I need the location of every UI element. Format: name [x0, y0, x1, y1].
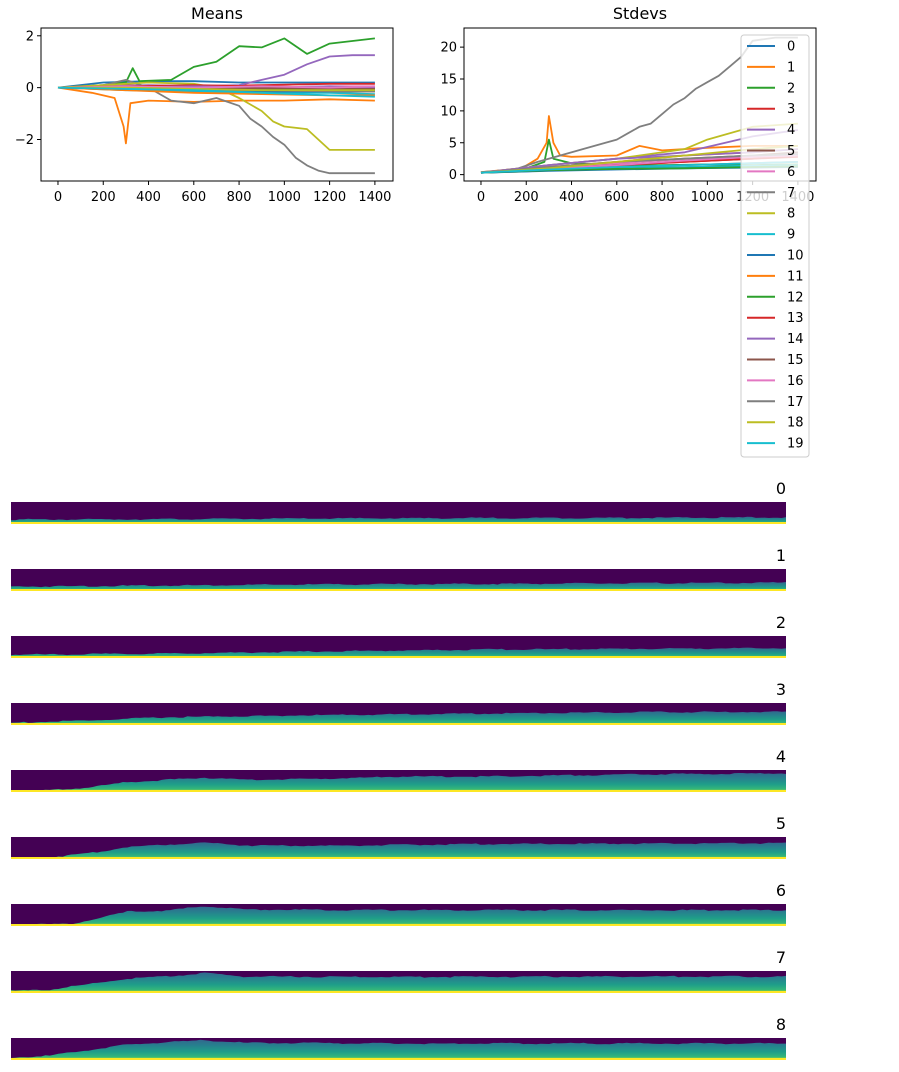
heatmap-panel-7: 7	[11, 948, 786, 993]
means-xtick-label: 400	[136, 190, 161, 205]
stdevs-ytick-label: 0	[449, 168, 457, 183]
heatmap-title: 0	[776, 479, 786, 498]
legend-label-5: 5	[787, 144, 795, 159]
stdevs-chart: Stdevs 020040060080010001200140005101520	[440, 4, 817, 205]
legend-label-18: 18	[787, 416, 804, 431]
legend-label-11: 11	[787, 269, 804, 284]
heatmap-profile	[11, 842, 786, 859]
legend-frame	[740, 34, 810, 458]
heatmap-profile	[11, 906, 786, 926]
stdevs-xtick-label: 800	[650, 190, 675, 205]
legend-label-12: 12	[787, 290, 804, 305]
heatmap-panel-8: 8	[11, 1015, 786, 1060]
heatmap-title: 5	[776, 814, 786, 833]
legend-label-10: 10	[787, 249, 804, 264]
heatmap-profile	[11, 773, 786, 792]
heatmap-title: 2	[776, 613, 786, 632]
heatmap-baseline	[11, 1058, 786, 1060]
means-series-0	[57, 80, 375, 89]
stdevs-ytick-label: 10	[440, 104, 457, 119]
heatmap-baseline	[11, 589, 786, 591]
heatmap-profile	[11, 1039, 786, 1060]
legend-label-17: 17	[787, 395, 804, 410]
heatmap-profile	[11, 972, 786, 993]
heatmap-title: 1	[776, 546, 786, 565]
means-xtick-label: 0	[54, 190, 62, 205]
means-ytick-label: 0	[26, 81, 34, 96]
legend-label-0: 0	[787, 40, 795, 55]
heatmap-panel-5: 5	[11, 814, 786, 859]
heatmap-baseline	[11, 924, 786, 926]
legend-label-9: 9	[787, 228, 795, 243]
means-series-18	[58, 86, 375, 92]
heatmap-profile	[11, 711, 786, 725]
means-xtick-label: 800	[227, 190, 252, 205]
heatmap-panel-4: 4	[11, 747, 786, 792]
stdevs-xtick-label: 1000	[691, 190, 724, 205]
means-axes-frame	[40, 27, 394, 182]
stdevs-xtick-label: 600	[604, 190, 629, 205]
means-series-2	[57, 37, 376, 89]
stdevs-ytick-label: 20	[440, 41, 457, 56]
legend-label-6: 6	[787, 165, 795, 180]
heatmap-panel-2: 2	[11, 613, 786, 658]
legend-label-2: 2	[787, 81, 795, 96]
heatmap-title: 8	[776, 1015, 786, 1034]
means-chart: Means 0 200 400 600 800 1000 1200 1400 −2 0 2	[15, 4, 394, 205]
heatmap-panel-3: 3	[11, 680, 786, 725]
means-ticks: 0 200 400 600 800 1000 1200 1400 −2 0 2	[15, 29, 392, 205]
means-series-group	[57, 37, 376, 175]
means-xtick-label: 1000	[268, 190, 301, 205]
means-series-1	[57, 86, 375, 145]
means-ytick-label: −2	[15, 133, 34, 148]
heatmap-title: 4	[776, 747, 786, 766]
stdevs-axes-frame	[463, 27, 817, 182]
stdevs-xtick-label: 400	[559, 190, 584, 205]
stdevs-title: Stdevs	[613, 4, 667, 23]
heatmap-baseline	[11, 522, 786, 524]
legend-label-7: 7	[787, 186, 795, 201]
heatmap-baseline	[11, 723, 786, 725]
heatmap-title: 3	[776, 680, 786, 699]
legend-label-1: 1	[787, 60, 795, 75]
legend-label-4: 4	[787, 123, 795, 138]
heatmap-baseline	[11, 991, 786, 993]
heatmap-panel-1: 1	[11, 546, 786, 591]
heatmap-profile	[11, 582, 786, 591]
heatmap-title: 7	[776, 948, 786, 967]
legend-label-14: 14	[787, 332, 804, 347]
means-ytick-label: 2	[26, 29, 34, 44]
means-title: Means	[191, 4, 243, 23]
heatmap-baseline	[11, 857, 786, 859]
stdevs-ytick-label: 15	[440, 73, 457, 88]
means-xtick-label: 200	[91, 190, 116, 205]
legend-label-13: 13	[787, 311, 804, 326]
means-xtick-label: 1400	[358, 190, 391, 205]
heatmap-title: 6	[776, 881, 786, 900]
stdevs-ytick-label: 5	[449, 136, 457, 151]
means-series-19	[57, 86, 375, 98]
legend-label-3: 3	[787, 102, 795, 117]
legend-label-15: 15	[787, 353, 804, 368]
legend-label-16: 16	[787, 374, 804, 389]
means-xtick-label: 1200	[313, 190, 346, 205]
heatmap-panels: 0 1 2 3 4 5 6 7 8	[11, 479, 786, 1060]
legend-label-8: 8	[787, 207, 795, 222]
heatmap-profile	[11, 647, 786, 658]
heatmap-panel-0: 0	[11, 479, 786, 524]
heatmap-panel-6: 6	[11, 881, 786, 926]
legend-label-19: 19	[787, 437, 804, 452]
heatmap-baseline	[11, 656, 786, 658]
stdevs-xtick-label: 200	[514, 190, 539, 205]
means-series-16	[57, 85, 375, 89]
stdevs-series-7	[480, 36, 798, 173]
stdevs-xtick-label: 0	[477, 190, 485, 205]
heatmap-baseline	[11, 790, 786, 792]
means-xtick-label: 600	[181, 190, 206, 205]
means-series-8	[57, 81, 375, 151]
